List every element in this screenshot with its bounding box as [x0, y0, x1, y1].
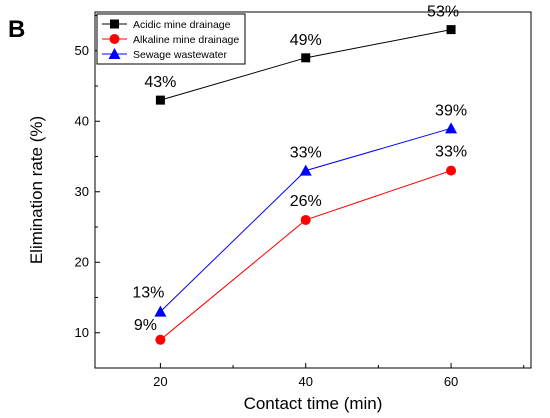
data-point-circle	[300, 214, 311, 225]
panel-label: B	[8, 16, 25, 43]
series-sewage-wastewater: 13% 33% 39%	[132, 102, 467, 317]
data-label: 33%	[290, 145, 322, 162]
legend-marker-circle	[109, 34, 120, 44]
data-point-circle	[446, 165, 457, 176]
data-point-triangle	[299, 164, 312, 176]
series-acidic-mine-drainage: 43% 49% 53%	[144, 4, 459, 105]
legend-item: Acidic mine drainage	[102, 19, 231, 31]
data-point-square	[301, 53, 311, 63]
data-label: 33%	[435, 144, 467, 161]
y-tick-label: 30	[75, 184, 89, 199]
data-label: 39%	[435, 102, 467, 119]
x-axis: 20 40 60	[153, 363, 525, 389]
y-tick-label: 50	[75, 43, 89, 58]
data-point-triangle	[154, 305, 167, 317]
data-label: 49%	[290, 32, 322, 49]
y-tick-label: 10	[75, 325, 89, 340]
data-point-circle	[155, 334, 166, 345]
x-tick-label: 40	[298, 374, 312, 389]
series-layer: 43% 49% 53% 9% 26% 33% 13% 33% 39%	[132, 4, 467, 345]
y-axis: 10 20 30 40 50	[75, 15, 100, 369]
plot-frame	[94, 11, 532, 369]
legend-label: Acidic mine drainage	[133, 19, 231, 31]
x-tick-label: 20	[153, 374, 167, 389]
data-point-square	[446, 25, 456, 35]
y-tick-label: 20	[75, 254, 89, 269]
x-axis-title: Contact time (min)	[244, 394, 383, 413]
y-axis-title: Elimination rate (%)	[27, 116, 46, 264]
data-point-triangle	[445, 122, 458, 134]
series-alkaline-mine-drainage: 9% 26% 33%	[134, 144, 467, 345]
legend: Acidic mine drainage Alkaline mine draina…	[96, 13, 246, 65]
data-label: 53%	[427, 4, 459, 21]
y-tick-label: 40	[75, 113, 89, 128]
legend-marker-triangle	[108, 48, 121, 59]
legend-label: Sewage wastewater	[133, 49, 227, 61]
data-label: 13%	[132, 285, 164, 302]
data-point-square	[155, 95, 165, 105]
legend-item: Sewage wastewater	[102, 48, 227, 61]
data-label: 26%	[290, 193, 322, 210]
data-label: 43%	[144, 74, 176, 91]
data-label: 9%	[134, 317, 157, 334]
x-tick-label: 60	[444, 374, 458, 389]
legend-label: Alkaline mine drainage	[133, 34, 239, 46]
legend-marker-square	[110, 19, 119, 29]
legend-item: Alkaline mine drainage	[102, 34, 239, 46]
